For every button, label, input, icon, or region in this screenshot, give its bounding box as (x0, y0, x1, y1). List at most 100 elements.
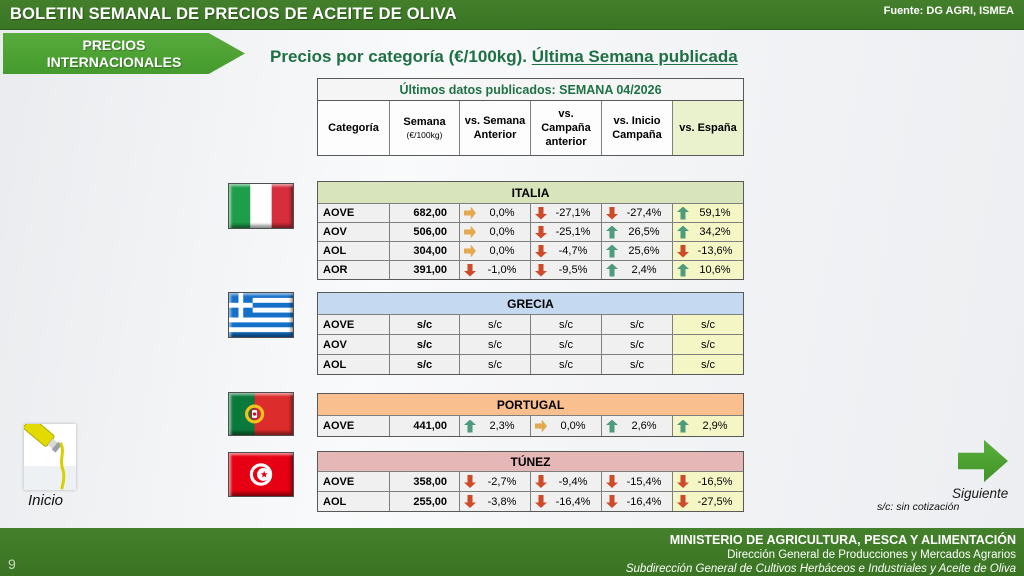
section-badge-arrow: PRECIOS INTERNACIONALES (3, 33, 245, 74)
vs-start-cell: -16,4% (602, 491, 673, 511)
vs-spain-cell: -27,5% (673, 491, 743, 511)
trend-arrow-icon (677, 263, 689, 277)
trend-arrow-icon (606, 475, 618, 488)
vs-start-value: s/c (629, 318, 645, 331)
category-cell: AOVE (318, 471, 390, 491)
portugal-flag-icon (228, 392, 294, 436)
vs-spain-value: s/c (700, 338, 716, 351)
vs-week-cell: -3,8% (460, 491, 531, 511)
vs-campaign-value: -25,1% (555, 226, 591, 238)
trend-arrow-icon (464, 206, 476, 220)
vs-campaign-cell: -25,1% (531, 222, 602, 241)
trend-arrow-icon (677, 225, 689, 239)
vs-spain-cell: s/c (673, 354, 743, 374)
trend-arrow-icon (606, 225, 618, 239)
inicio-label[interactable]: Inicio (28, 492, 64, 509)
vs-campaign-value: -9,4% (558, 475, 588, 488)
vs-campaign-value: 0,0% (560, 420, 586, 432)
page-title: Precios por categoría (€/100kg). Última … (270, 47, 738, 67)
greece-flag-icon (228, 292, 294, 338)
vs-campaign-value: s/c (558, 338, 574, 351)
column-headers: Categoría Semana (€/100kg) vs. Semana An… (318, 101, 743, 155)
vs-start-cell: s/c (602, 354, 673, 374)
category-cell: AOV (318, 222, 390, 241)
inicio-button[interactable] (23, 417, 76, 490)
vs-spain-cell: 59,1% (673, 203, 743, 222)
vs-week-cell: s/c (460, 334, 531, 354)
price-cell: 255,00 (390, 491, 460, 511)
vs-week-cell: s/c (460, 314, 531, 334)
siguiente-label[interactable]: Siguiente (952, 486, 1009, 501)
trend-arrow-icon (677, 419, 689, 433)
ministry-name: MINISTERIO DE AGRICULTURA, PESCA Y ALIME… (669, 533, 1016, 547)
vs-start-value: -15,4% (626, 475, 662, 488)
italy-flag-icon (228, 183, 294, 229)
vs-start-cell: 2,6% (602, 415, 673, 436)
subdirectorate-name: Subdirección General de Cultivos Herbáce… (625, 563, 1016, 575)
category-cell: AOL (318, 491, 390, 511)
vs-start-value: 2,6% (631, 420, 657, 432)
vs-week-cell: s/c (460, 354, 531, 374)
vs-week-value: 0,0% (489, 245, 515, 257)
vs-start-cell: s/c (602, 314, 673, 334)
vs-week-value: 0,0% (489, 226, 515, 238)
vs-start-cell: s/c (602, 334, 673, 354)
vs-spain-value: 2,9% (702, 420, 728, 432)
page-number: 9 (8, 556, 16, 572)
published-data-table: Últimos datos publicados: SEMANA 04/2026… (317, 78, 744, 156)
vs-week-value: s/c (487, 338, 503, 351)
trend-arrow-icon (535, 495, 547, 508)
badge-line1: PRECIOS (82, 36, 146, 53)
vs-campaign-value: -16,4% (555, 495, 591, 508)
siguiente-arrow-icon[interactable] (958, 439, 1008, 483)
category-cell: AOVE (318, 415, 390, 436)
vs-spain-value: 59,1% (699, 207, 731, 219)
trend-arrow-icon (464, 225, 476, 239)
italy-table: ITALIA AOVE 682,00 0,0% -27,1% -27,4% 59… (317, 181, 744, 280)
tunisia-table-header: TÚNEZ (318, 452, 743, 471)
vs-campaign-cell: s/c (531, 314, 602, 334)
vs-week-cell: -1,0% (460, 260, 531, 279)
vs-spain-value: 34,2% (699, 226, 731, 238)
page-title-underlined: Última Semana publicada (531, 47, 738, 66)
vs-start-value: 2,4% (631, 264, 657, 276)
greece-table-header: GRECIA (318, 293, 743, 314)
vs-start-cell: 2,4% (602, 260, 673, 279)
vs-start-value: -27,4% (626, 207, 662, 219)
trend-arrow-icon (464, 495, 476, 508)
trend-arrow-icon (535, 475, 547, 488)
tunisia-flag-icon (228, 452, 294, 497)
vs-spain-value: 10,6% (699, 264, 731, 276)
col-header-vs-campaign-start: vs. Inicio Campaña (602, 101, 673, 155)
bulletin-title: BOLETIN SEMANAL DE PRECIOS DE ACEITE DE … (10, 5, 457, 23)
vs-campaign-cell: -27,1% (531, 203, 602, 222)
price-cell: 506,00 (390, 222, 460, 241)
greece-table: GRECIA AOVE s/c s/c s/c s/c s/c AOV s/c … (317, 292, 744, 375)
published-data-title: Últimos datos publicados: SEMANA 04/2026 (318, 79, 743, 101)
trend-arrow-icon (464, 244, 476, 258)
vs-campaign-cell: s/c (531, 354, 602, 374)
portugal-table: PORTUGAL AOVE 441,00 2,3% 0,0% 2,6% 2,9% (317, 393, 744, 437)
vs-spain-value: -27,5% (697, 495, 733, 508)
price-cell: 682,00 (390, 203, 460, 222)
directorate-name: Dirección General de Producciones y Merc… (727, 549, 1016, 561)
vs-start-cell: -15,4% (602, 471, 673, 491)
italy-table-header: ITALIA (318, 182, 743, 203)
footnote: s/c: sin cotización (877, 501, 960, 513)
vs-campaign-value: s/c (558, 318, 574, 331)
vs-start-cell: 25,6% (602, 241, 673, 260)
trend-arrow-icon (677, 244, 689, 258)
vs-spain-value: s/c (700, 318, 716, 331)
trend-arrow-icon (535, 206, 547, 220)
vs-spain-value: s/c (700, 358, 716, 371)
vs-start-value: s/c (629, 358, 645, 371)
trend-arrow-icon (606, 206, 618, 220)
price-cell: s/c (390, 354, 460, 374)
trend-arrow-icon (606, 495, 618, 508)
col-header-vs-prev-campaign: vs. Campaña anterior (531, 101, 602, 155)
col-header-vs-spain: vs. España (673, 101, 743, 155)
price-cell: s/c (390, 314, 460, 334)
category-cell: AOVE (318, 203, 390, 222)
trend-arrow-icon (606, 419, 618, 433)
price-cell: 391,00 (390, 260, 460, 279)
